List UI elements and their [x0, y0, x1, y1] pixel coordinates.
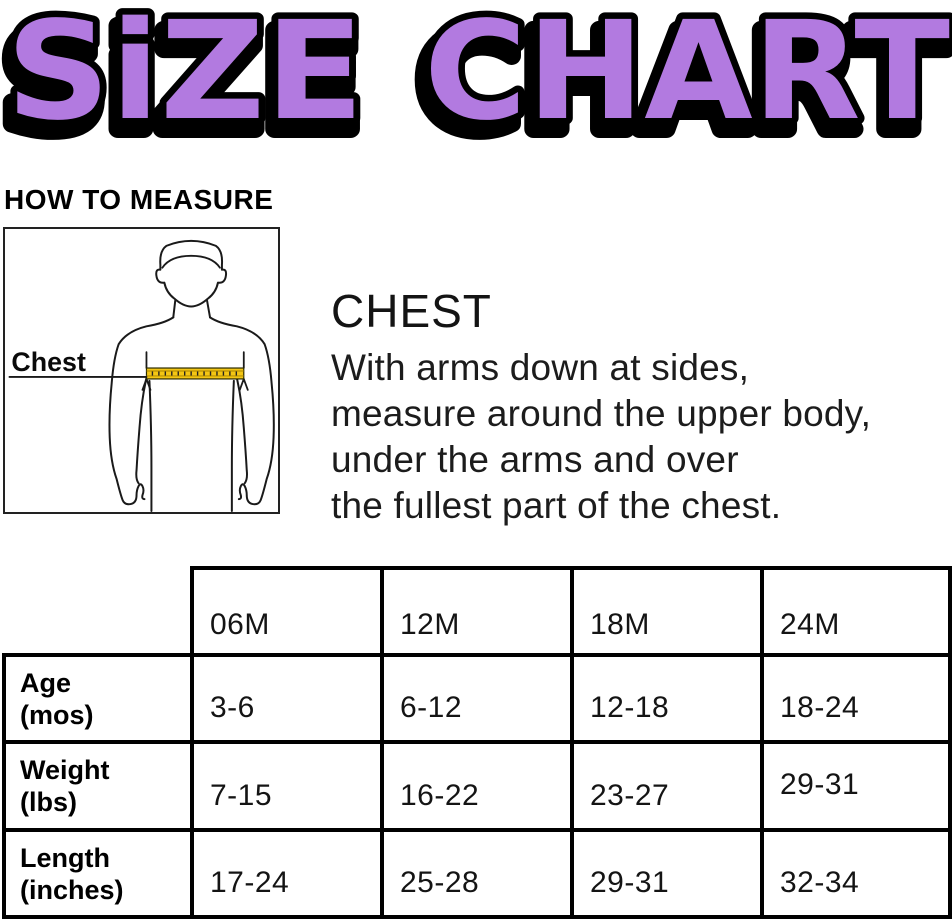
col-header-18m: 18M: [570, 566, 764, 657]
chest-description-block: CHEST With arms down at sides, measure a…: [331, 286, 951, 529]
tape-end-pins: [141, 351, 249, 391]
row-label: Age: [20, 667, 72, 698]
figure-head-outline: [155, 239, 228, 308]
chest-heading: CHEST: [331, 285, 492, 337]
measuring-tape: [145, 367, 245, 380]
table-header-row: 06M 12M 18M 24M: [4, 566, 952, 657]
table-cell-length-06m: 17-24: [190, 828, 384, 919]
page-title: SiZE CHART SiZE CHART: [0, 0, 952, 171]
figure-hairline: [161, 254, 221, 269]
body-outline-figure: Chest: [8, 239, 275, 512]
how-to-measure-heading: HOW TO MEASURE: [4, 184, 274, 215]
chest-description-line: under the arms and over: [331, 439, 739, 480]
row-unit: (inches): [20, 874, 124, 905]
table-row-length: Length (inches) 17-24 25-28 29-31 32-34: [2, 828, 952, 919]
measure-figure-box: Chest: [3, 227, 280, 514]
row-label: Weight: [20, 755, 110, 785]
table-corner-cell: [4, 568, 192, 655]
col-header-12m: 12M: [380, 566, 574, 657]
figure-left-arm: [108, 316, 175, 506]
figure-neck: [172, 299, 212, 319]
title-word-size: SiZE: [6, 0, 364, 151]
table-cell-weight-06m: 7-15: [190, 740, 384, 832]
table-row-age: Age (mos) 3-6 6-12 12-18 18-24: [2, 653, 952, 744]
chest-description-line: the fullest part of the chest.: [331, 485, 782, 526]
figure-right-inner-arm: [235, 376, 248, 485]
row-unit: (mos): [20, 699, 94, 730]
row-label: Length: [20, 842, 110, 873]
table-cell-age-24m: 18-24: [760, 653, 952, 744]
table-cell-length-24m: 32-34: [760, 828, 952, 919]
figure-left-inner-arm: [135, 376, 148, 485]
title-word-chart: CHART: [424, 0, 950, 151]
table-cell-age-12m: 6-12: [380, 653, 574, 744]
chest-description-line: measure around the upper body,: [331, 393, 872, 434]
title-word-size-shadow: SiZE: [1, 4, 361, 162]
table-cell-age-06m: 3-6: [190, 653, 384, 744]
size-table: 06M 12M 18M 24M Age (mos) 3-6 6-12 12-18…: [2, 566, 952, 919]
figure-right-torso: [230, 379, 235, 512]
chest-description: With arms down at sides, measure around …: [331, 345, 951, 529]
row-header-age: Age (mos): [2, 653, 194, 744]
chest-description-line: With arms down at sides,: [331, 347, 750, 388]
row-header-weight: Weight (lbs): [2, 740, 194, 832]
title-word-chart-shadow: CHART: [417, 4, 947, 162]
tape-tick-marks: [151, 371, 238, 376]
table-row-weight: Weight (lbs) 7-15 16-22 23-27 29-31: [2, 740, 952, 832]
table-cell-length-12m: 25-28: [380, 828, 574, 919]
table-cell-weight-18m: 23-27: [570, 740, 764, 832]
table-cell-weight-24m: 29-31: [760, 740, 952, 832]
col-header-24m: 24M: [760, 566, 952, 657]
chest-figure-label: Chest: [11, 347, 86, 377]
table-cell-age-18m: 12-18: [570, 653, 764, 744]
size-chart-title-art: SiZE CHART SiZE CHART: [0, 0, 952, 171]
row-unit: (lbs): [20, 787, 77, 817]
row-header-length: Length (inches): [2, 828, 194, 919]
col-header-06m: 06M: [190, 566, 384, 657]
table-cell-length-18m: 29-31: [570, 828, 764, 919]
figure-right-arm: [209, 316, 275, 506]
figure-left-torso: [148, 379, 153, 512]
table-cell-weight-12m: 16-22: [380, 740, 574, 832]
